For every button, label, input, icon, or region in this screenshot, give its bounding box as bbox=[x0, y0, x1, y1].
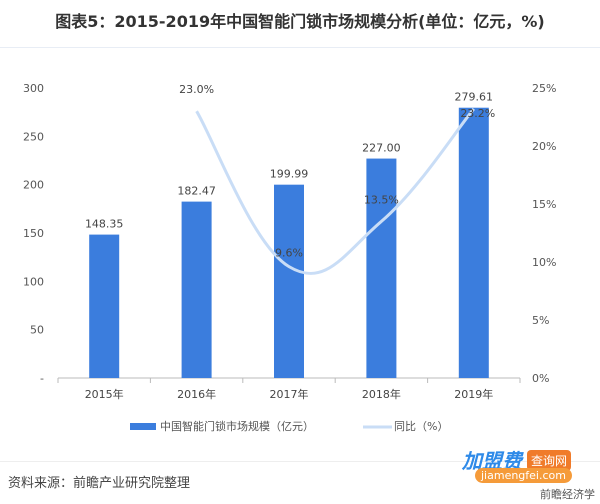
bar bbox=[274, 184, 304, 378]
x-tick-label: 2015年 bbox=[85, 387, 124, 401]
left-tick-label: 150 bbox=[23, 227, 44, 240]
bar-data-label: 148.35 bbox=[85, 218, 124, 231]
yoy-line bbox=[195, 107, 475, 275]
bar bbox=[181, 201, 212, 378]
line-data-label: 9.6% bbox=[275, 247, 303, 260]
chart: - 50 100 150 200 250 300 0% 5% 10% 15% 20% 25% 148.35… bbox=[23, 82, 556, 433]
right-tick-label: 10% bbox=[532, 256, 556, 269]
right-tick-label: 20% bbox=[532, 140, 556, 153]
watermark-badge-tag: 查询网 bbox=[527, 450, 572, 471]
bar bbox=[458, 107, 489, 379]
source-note: 资料来源：前瞻产业研究院整理 bbox=[8, 476, 191, 491]
bar bbox=[89, 234, 120, 378]
line-data-label: 23.2% bbox=[460, 107, 495, 120]
right-tick-label: 15% bbox=[532, 198, 556, 211]
legend-label-bar: 中国智能门锁市场规模（亿元） bbox=[160, 419, 314, 433]
right-tick-label: 5% bbox=[532, 314, 549, 327]
bar-data-label: 227.00 bbox=[362, 142, 401, 155]
line-data-label: 23.0% bbox=[179, 83, 214, 96]
divider bbox=[0, 47, 600, 48]
bar bbox=[366, 158, 397, 378]
right-tick-label: 25% bbox=[532, 82, 556, 95]
x-tick-label: 2019年 bbox=[454, 387, 493, 401]
divider bbox=[0, 461, 600, 462]
line-data-label: 13.5% bbox=[364, 193, 399, 206]
chart-title: 图表5：2015-2019年中国智能门锁市场规模分析(单位：亿元，%) bbox=[55, 12, 545, 31]
x-tick-label: 2016年 bbox=[177, 387, 216, 401]
left-tick-label: 100 bbox=[23, 275, 44, 288]
left-tick-label: 50 bbox=[30, 324, 44, 337]
x-tick-label: 2018年 bbox=[362, 387, 401, 401]
watermark-badge-url: jiamengfei.com bbox=[475, 468, 572, 483]
left-tick-label: 300 bbox=[23, 82, 44, 95]
watermark-app: 前瞻经济学人APP bbox=[540, 488, 595, 501]
bar-data-label: 279.61 bbox=[455, 91, 494, 104]
left-tick-label: 250 bbox=[23, 130, 44, 143]
right-tick-label: 0% bbox=[532, 372, 549, 385]
bar-data-label: 199.99 bbox=[270, 168, 309, 181]
x-tick-label: 2017年 bbox=[270, 387, 309, 401]
left-tick-label: 200 bbox=[23, 179, 44, 192]
legend-label-line: 同比（%） bbox=[394, 420, 448, 433]
left-tick-label: - bbox=[40, 372, 44, 385]
legend-swatch-bar bbox=[130, 423, 156, 430]
bar-data-label: 182.47 bbox=[177, 185, 216, 198]
